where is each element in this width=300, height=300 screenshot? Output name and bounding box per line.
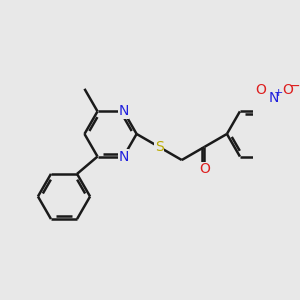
Text: N: N bbox=[118, 149, 129, 164]
Text: N: N bbox=[118, 104, 129, 118]
Text: N: N bbox=[268, 91, 279, 105]
Text: −: − bbox=[289, 79, 300, 93]
Text: O: O bbox=[255, 83, 266, 97]
Text: O: O bbox=[199, 162, 210, 176]
Text: S: S bbox=[155, 140, 164, 154]
Text: O: O bbox=[282, 83, 293, 97]
Text: +: + bbox=[274, 88, 283, 98]
